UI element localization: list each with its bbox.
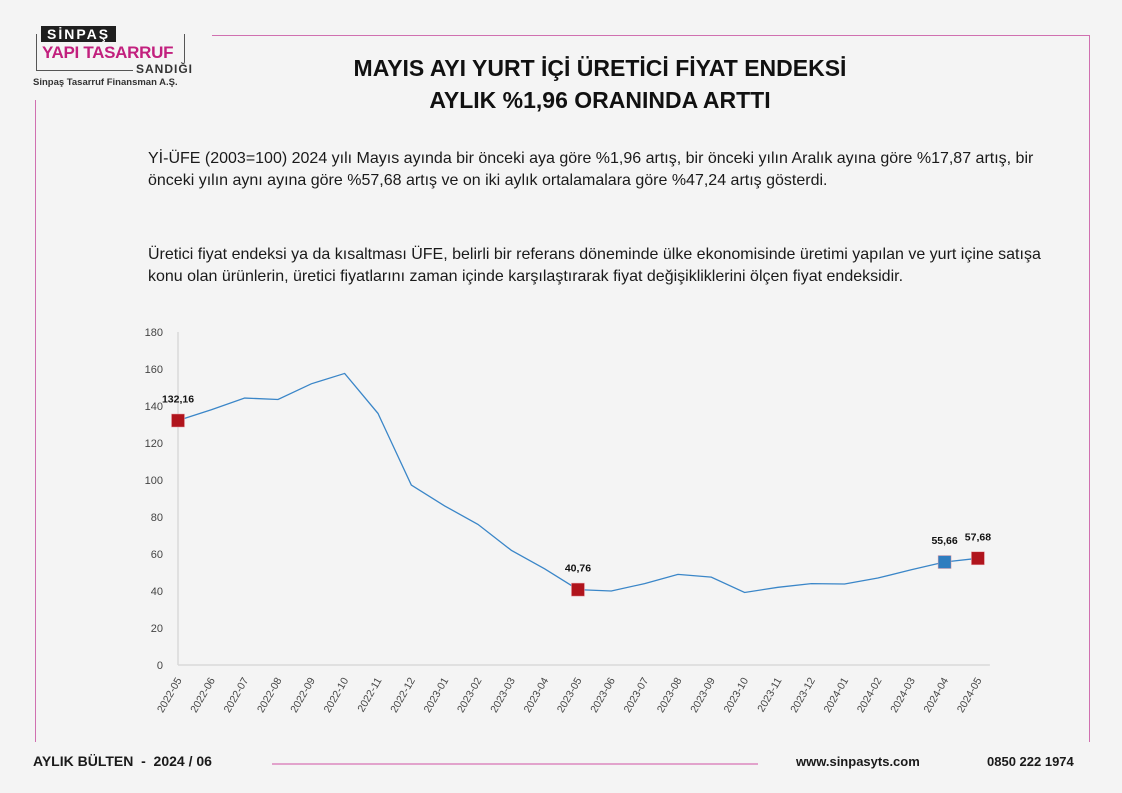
x-tick-label: 2024-03 bbox=[888, 675, 918, 715]
title-line-1: MAYIS AYI YURT İÇİ ÜRETİCİ FİYAT ENDEKSİ bbox=[353, 55, 847, 81]
x-tick-label: 2023-04 bbox=[522, 675, 552, 715]
frame-left-line bbox=[35, 100, 36, 742]
x-tick-label: 2023-12 bbox=[788, 675, 818, 715]
x-tick-label: 2023-11 bbox=[755, 675, 784, 714]
y-tick-label: 20 bbox=[151, 623, 163, 635]
x-tick-label: 2022-10 bbox=[322, 675, 352, 715]
data-label: 40,76 bbox=[565, 563, 591, 575]
y-tick-label: 80 bbox=[151, 512, 163, 524]
logo: SİNPAŞ YAPI TASARRUF SANDIĞI Sinpaş Tasa… bbox=[33, 26, 197, 88]
x-tick-label: 2023-10 bbox=[722, 675, 752, 715]
highlight-marker bbox=[171, 413, 185, 428]
highlight-marker bbox=[937, 555, 952, 569]
x-tick-label: 2024-01 bbox=[822, 675, 852, 715]
footer-divider bbox=[272, 763, 758, 765]
x-tick-label: 2023-01 bbox=[422, 675, 452, 715]
page-title: MAYIS AYI YURT İÇİ ÜRETİCİ FİYAT ENDEKSİ… bbox=[250, 52, 950, 116]
footer-website-link[interactable]: www.sinpasyts.com bbox=[796, 754, 920, 769]
y-tick-label: 160 bbox=[145, 364, 163, 376]
data-label: 55,66 bbox=[931, 535, 957, 547]
y-tick-label: 40 bbox=[151, 586, 163, 598]
x-tick-label: 2023-07 bbox=[622, 675, 652, 715]
logo-box bbox=[36, 34, 185, 71]
x-tick-label: 2024-04 bbox=[922, 675, 952, 715]
frame-right-line bbox=[1089, 35, 1090, 742]
x-tick-label: 2022-05 bbox=[155, 675, 185, 715]
logo-subtitle: Sinpaş Tasarruf Finansman A.Ş. bbox=[33, 77, 178, 88]
logo-sinpas: SİNPAŞ bbox=[41, 26, 117, 42]
series-line bbox=[177, 372, 978, 594]
highlight-marker bbox=[571, 582, 585, 597]
x-tick-label: 2022-11 bbox=[355, 675, 384, 714]
x-tick-label: 2023-05 bbox=[555, 675, 585, 715]
frame-top-line bbox=[212, 35, 1090, 36]
x-tick-label: 2022-09 bbox=[288, 675, 318, 715]
highlight-marker bbox=[971, 551, 985, 566]
logo-sandigi: SANDIĞI bbox=[133, 62, 197, 76]
y-tick-label: 0 bbox=[157, 660, 163, 672]
x-tick-label: 2024-05 bbox=[955, 675, 985, 715]
y-tick-label: 140 bbox=[145, 401, 163, 413]
footer-bulletin: AYLIK BÜLTEN - 2024 / 06 bbox=[33, 753, 212, 769]
paragraph-summary: Yİ-ÜFE (2003=100) 2024 yılı Mayıs ayında… bbox=[148, 150, 1034, 189]
y-tick-label: 180 bbox=[145, 327, 163, 339]
title-line-2: AYLIK %1,96 ORANINDA ARTTI bbox=[429, 87, 771, 113]
x-tick-label: 2023-08 bbox=[655, 675, 685, 715]
data-label: 132,16 bbox=[162, 394, 194, 406]
x-tick-label: 2022-06 bbox=[188, 675, 218, 715]
y-tick-label: 60 bbox=[151, 549, 163, 561]
x-tick-label: 2024-02 bbox=[855, 675, 885, 715]
x-tick-label: 2023-02 bbox=[455, 675, 485, 715]
x-tick-label: 2022-08 bbox=[255, 675, 285, 715]
x-tick-label: 2023-09 bbox=[688, 675, 718, 715]
data-label: 57,68 bbox=[965, 531, 991, 543]
footer-phone: 0850 222 1974 bbox=[987, 754, 1074, 769]
logo-yapi-tasarruf: YAPI TASARRUF bbox=[42, 43, 174, 62]
x-tick-label: 2023-06 bbox=[588, 675, 618, 715]
x-tick-label: 2022-07 bbox=[222, 675, 252, 715]
y-tick-label: 120 bbox=[145, 438, 163, 450]
paragraph-definition: Üretici fiyat endeksi ya da kısaltması Ü… bbox=[148, 246, 1041, 285]
y-tick-label: 100 bbox=[145, 475, 163, 487]
x-tick-label: 2023-03 bbox=[488, 675, 518, 715]
x-tick-label: 2022-12 bbox=[388, 675, 418, 715]
